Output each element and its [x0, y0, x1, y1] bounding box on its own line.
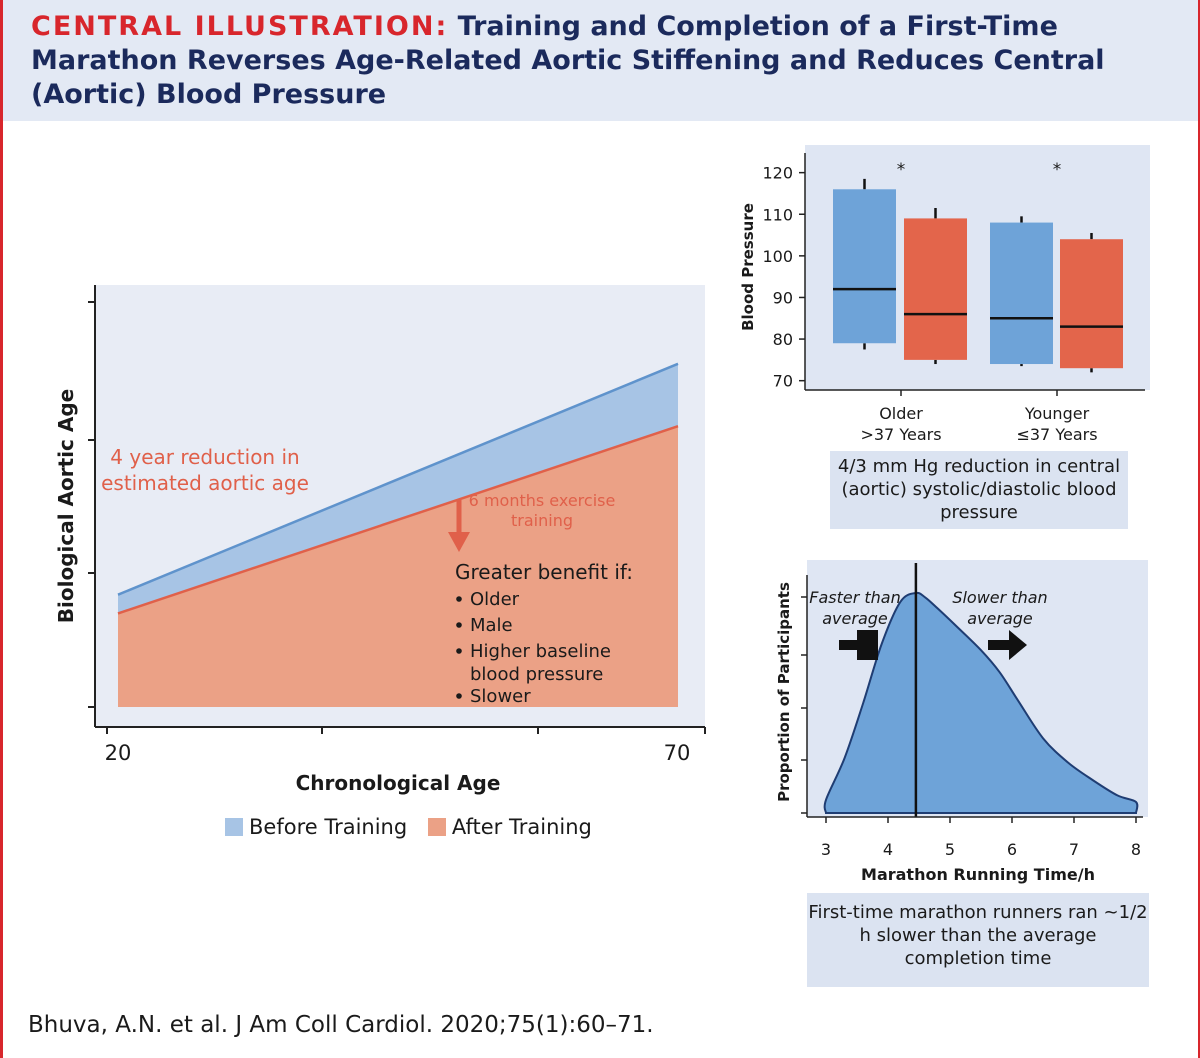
box-before-training: [990, 222, 1053, 365]
running-time-distribution: 3 4 5 6 7 8 Marathon Running Time/h Proportion …: [775, 560, 1148, 884]
x-category-line2: >37 Years: [860, 425, 941, 444]
reduction-note-line2: estimated aortic age: [101, 471, 309, 495]
x-category-line1: Younger: [1024, 404, 1090, 423]
x-category-line2: ≤37 Years: [1016, 425, 1097, 444]
right-border: [1198, 0, 1200, 1058]
y-axis-label: Biological Aortic Age: [54, 389, 78, 623]
x-axis-label: Chronological Age: [296, 771, 501, 795]
x-tick-label: 5: [945, 840, 955, 859]
benefit-item: Slower: [470, 686, 531, 707]
right-arrow-icon: [988, 630, 1027, 660]
legend-after-swatch: [427, 818, 446, 836]
left-arrow-icon: [839, 630, 878, 660]
bullet-dot: [456, 596, 462, 602]
reduction-note-line1: 4 year reduction in: [110, 445, 299, 469]
y-tick-label: 120: [762, 164, 793, 183]
bullet-dot: [456, 693, 462, 699]
faster-label-line2: average: [822, 609, 888, 628]
x-tick-label: 6: [1007, 840, 1017, 859]
box-after-training: [904, 218, 967, 360]
left-border: [0, 0, 3, 1058]
header-banner: CENTRAL ILLUSTRATION: Training and Compl…: [3, 0, 1198, 121]
bullet-dot: [456, 648, 462, 654]
y-tick-label: 90: [773, 288, 793, 307]
y-tick-label: 100: [762, 247, 793, 266]
x-tick-label: 3: [821, 840, 831, 859]
citation: Bhuva, A.N. et al. J Am Coll Cardiol. 20…: [28, 1012, 654, 1038]
arrow-label-line2: training: [511, 511, 573, 530]
illustration-title: CENTRAL ILLUSTRATION: Training and Compl…: [31, 10, 1171, 112]
legend: Before Training After Training: [225, 815, 592, 839]
slower-label-line2: average: [967, 609, 1033, 628]
arrow-label-line1: 6 months exercise: [469, 491, 616, 510]
x-category-line1: Older: [879, 404, 923, 423]
x-tick-label: 4: [883, 840, 893, 859]
title-text: Training and Completion of a First-Time …: [31, 11, 1105, 110]
box-after-training: [1060, 239, 1123, 369]
before-training-line: [117, 362, 679, 596]
y-axis-label: Blood Pressure: [739, 203, 757, 331]
bp-caption: 4/3 mm Hg reduction in central (aortic) …: [830, 451, 1128, 529]
benefit-item: Male: [470, 615, 513, 636]
title-lead: CENTRAL ILLUSTRATION:: [31, 11, 449, 42]
benefit-item: blood pressure: [470, 664, 603, 685]
benefit-item: Higher baseline: [470, 641, 611, 662]
after-training-line: [117, 425, 679, 615]
significance-mark: *: [1053, 160, 1062, 180]
after-training-area: [118, 426, 678, 707]
x-tick-label-20: 20: [105, 741, 132, 765]
legend-before-label: Before Training: [249, 815, 408, 839]
faster-label-line1: Faster than: [809, 588, 900, 607]
distribution-curve: [823, 591, 1139, 814]
x-axis-label: Marathon Running Time/h: [861, 865, 1095, 884]
aortic-age-chart: 20 70 Chronological Age Biological Aortic A…: [54, 285, 706, 795]
box-before-training: [833, 189, 896, 344]
down-arrow-icon: [448, 532, 470, 552]
y-axis-label: Proportion of Participants: [775, 582, 793, 802]
running-caption: First-time marathon runners ran ~1/2 h s…: [807, 893, 1149, 987]
x-tick-label: 7: [1069, 840, 1079, 859]
slower-label-line1: Slower than: [952, 588, 1047, 607]
y-tick-label: 70: [773, 372, 793, 391]
x-tick-label-70: 70: [664, 741, 691, 765]
benefit-item: Older: [470, 589, 520, 610]
benefit-title: Greater benefit if:: [455, 560, 633, 584]
y-tick-label: 80: [773, 330, 793, 349]
y-tick-label: 110: [762, 205, 793, 224]
blood-pressure-boxplot: 70 80 90 100 110 120 Blood Pressure * Older >37 Y…: [739, 145, 1150, 444]
legend-after-label: After Training: [451, 815, 592, 839]
bullet-dot: [456, 622, 462, 628]
x-tick-label: 8: [1131, 840, 1141, 859]
legend-before-swatch: [225, 818, 243, 836]
significance-mark: *: [897, 160, 906, 180]
